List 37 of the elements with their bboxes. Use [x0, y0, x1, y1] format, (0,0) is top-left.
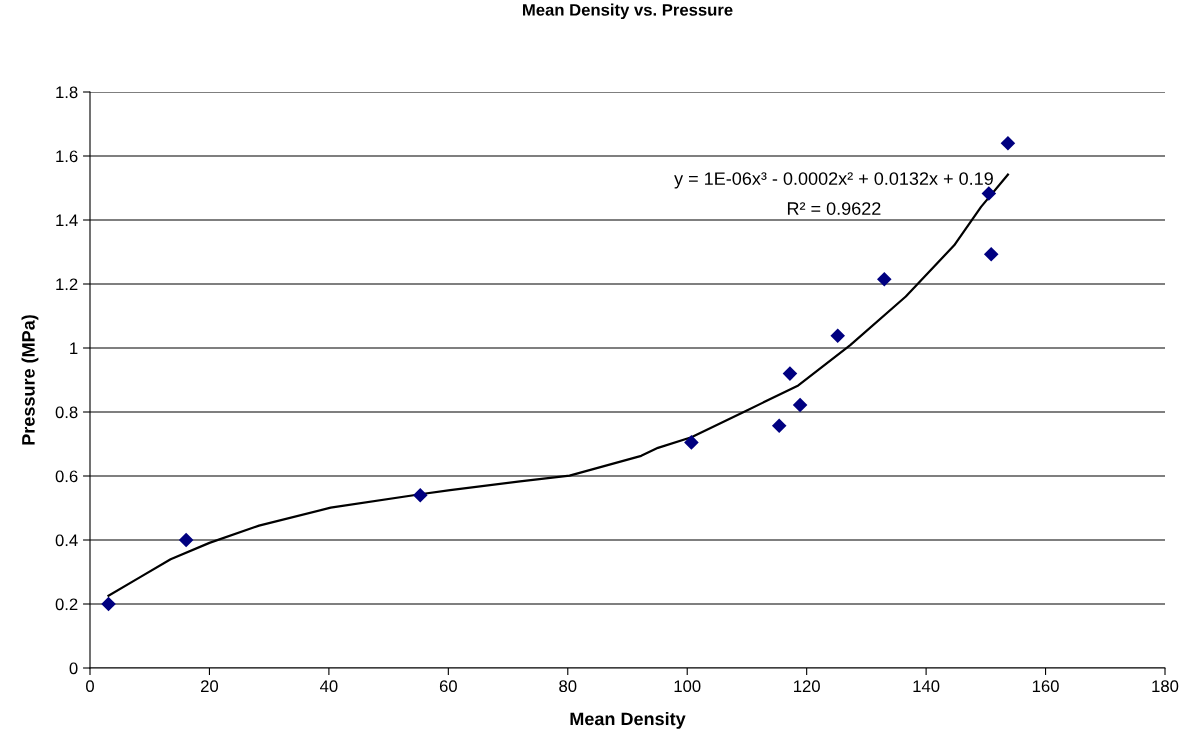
- point: [830, 328, 846, 344]
- x-axis-title: Mean Density: [570, 712, 686, 729]
- y-tick-label: 1: [70, 342, 78, 355]
- y-axis-title: Pressure (MPa): [21, 315, 39, 445]
- point: [101, 596, 116, 612]
- point: [792, 397, 808, 413]
- point: [877, 271, 892, 287]
- x-tick-label: 40: [320, 680, 338, 693]
- y-tick-label: 0.2: [55, 598, 78, 611]
- y-tick-label: 1.6: [56, 150, 78, 163]
- chart-title: Mean Density vs. Pressure: [523, 3, 733, 20]
- point: [771, 418, 787, 434]
- x-tick-label: 0: [86, 680, 94, 693]
- point: [1000, 135, 1016, 151]
- y-tick-label: 1.8: [56, 86, 78, 99]
- y-tick-label: 1.2: [56, 278, 78, 291]
- annotation: y = 1E-06x³ - 0.0002x² + 0.0132x + 0.19: [674, 172, 993, 189]
- point: [981, 186, 997, 201]
- point: [983, 246, 999, 262]
- x-tick-label: 80: [559, 680, 577, 693]
- y-tick-label: 0.6: [55, 470, 78, 483]
- point: [782, 366, 798, 381]
- y-tick-label: 0.4: [55, 534, 78, 547]
- annotation: R² = 0.9622: [787, 202, 881, 215]
- y-tick-label: 0.8: [55, 406, 78, 419]
- x-tick-label: 120: [794, 680, 820, 693]
- y-tick-label: 1.4: [56, 214, 78, 227]
- x-tick-label: 140: [913, 680, 940, 693]
- point: [684, 435, 699, 450]
- x-tick-label: 100: [674, 680, 701, 693]
- x-tick-label: 60: [439, 680, 457, 693]
- y-tick-label: 0: [69, 662, 78, 675]
- x-tick-label: 180: [1152, 680, 1179, 693]
- point: [412, 487, 428, 503]
- x-tick-label: 20: [201, 680, 219, 693]
- x-tick-label: 160: [1032, 680, 1059, 693]
- point: [178, 532, 194, 548]
